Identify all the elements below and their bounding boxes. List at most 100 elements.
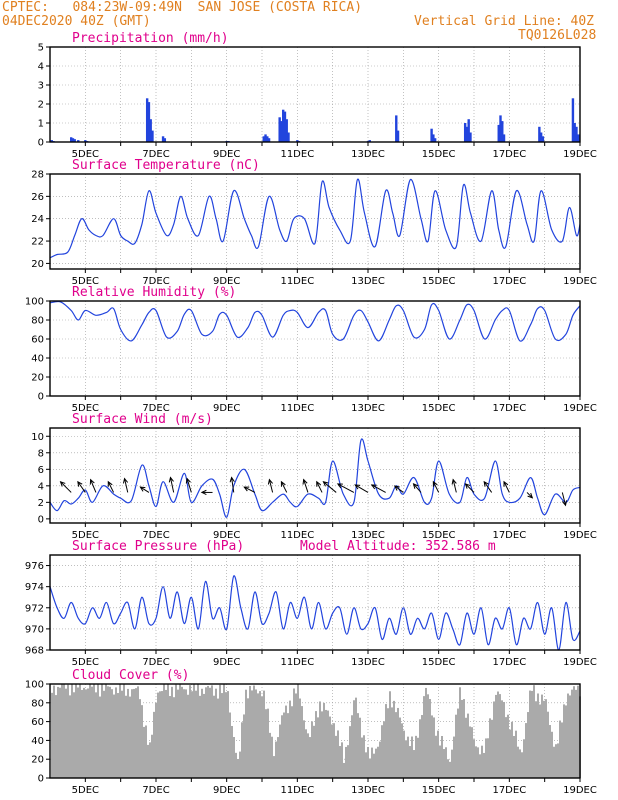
cloud-bar bbox=[247, 698, 249, 778]
cloud-bar bbox=[275, 741, 277, 778]
panel-2: Relative Humidity (%) 0 20 40 60 80 100 5DEC 7DE… bbox=[25, 285, 597, 414]
cloud-bar bbox=[87, 688, 89, 778]
wind-arrow-head bbox=[107, 480, 113, 487]
cloud-bar bbox=[405, 740, 407, 778]
bar bbox=[395, 115, 398, 142]
panel-title: Surface Pressure (hPa) bbox=[72, 539, 244, 554]
cloud-bar bbox=[85, 689, 87, 778]
panel-0: Precipitation (mm/h) 0 1 2 3 4 5 5DEC 7DEC 9DEC 11… bbox=[38, 31, 597, 160]
cloud-bar bbox=[349, 726, 351, 778]
cloud-bar bbox=[101, 684, 103, 778]
cloud-bar bbox=[215, 688, 217, 778]
cloud-bar bbox=[267, 708, 269, 778]
cloud-bar bbox=[549, 725, 551, 778]
cloud-bar bbox=[117, 693, 119, 778]
wind-arrow bbox=[316, 481, 323, 493]
cloud-bar bbox=[401, 723, 403, 778]
cloud-bar bbox=[57, 686, 59, 778]
cloud-bar bbox=[535, 701, 537, 778]
x-tick-label: 17DEC bbox=[492, 403, 526, 414]
cloud-bar bbox=[281, 715, 283, 778]
cloud-bar bbox=[541, 694, 543, 778]
wind-arrow bbox=[483, 481, 493, 493]
wind-arrow-head bbox=[503, 480, 509, 487]
cloud-bar bbox=[521, 752, 523, 778]
cloud-bar bbox=[159, 691, 161, 778]
panel-5: Cloud Cover (%) 0 20 40 60 80 100 5DEC 7DEC 9DEC 1… bbox=[25, 668, 597, 796]
bar bbox=[497, 124, 500, 142]
y-tick-label: 28 bbox=[31, 170, 44, 181]
x-tick-label: 13DEC bbox=[351, 785, 385, 796]
cloud-bar bbox=[515, 730, 517, 778]
cloud-bar bbox=[211, 685, 213, 778]
cloud-bar bbox=[491, 719, 493, 778]
cloud-bar bbox=[53, 685, 55, 778]
cloud-bar bbox=[525, 723, 527, 778]
cloud-bar bbox=[273, 756, 275, 778]
cloud-bar bbox=[487, 738, 489, 778]
wind-arrow bbox=[413, 483, 422, 493]
cloud-bar bbox=[577, 685, 579, 778]
cloud-bar bbox=[291, 706, 293, 778]
bar bbox=[70, 137, 73, 142]
y-tick-label: 4 bbox=[38, 62, 44, 73]
cloud-bar bbox=[441, 736, 443, 778]
cloud-bar bbox=[293, 688, 295, 778]
wind-arrow-head bbox=[561, 500, 568, 507]
cloud-bar bbox=[315, 711, 317, 778]
x-tick-label: 19DEC bbox=[563, 657, 597, 668]
series-line bbox=[49, 178, 581, 259]
wind-arrow-head bbox=[412, 483, 419, 489]
cloud-bar bbox=[509, 729, 511, 778]
y-tick-label: 80 bbox=[31, 316, 44, 327]
cloud-bar bbox=[481, 745, 483, 778]
cloud-bar bbox=[511, 721, 513, 778]
cloud-bar bbox=[471, 727, 473, 778]
cloud-bar bbox=[221, 693, 223, 778]
cloud-bar bbox=[503, 701, 505, 778]
cloud-bar bbox=[369, 758, 371, 778]
cloud-bar bbox=[295, 693, 297, 778]
panel-frame bbox=[49, 554, 581, 651]
wind-arrow bbox=[337, 483, 355, 493]
cloud-bar bbox=[505, 717, 507, 778]
bar bbox=[282, 109, 285, 142]
panel-annotation: Model Altitude: 352.586 m bbox=[300, 539, 496, 554]
series-line bbox=[49, 438, 581, 518]
cloud-bar bbox=[265, 709, 267, 778]
x-tick-label: 5DEC bbox=[72, 657, 99, 668]
cloud-bar bbox=[313, 725, 315, 778]
cloud-bar bbox=[289, 700, 291, 778]
cloud-bar bbox=[209, 687, 211, 778]
cloud-bar bbox=[147, 744, 149, 778]
bar bbox=[296, 140, 299, 142]
bar bbox=[266, 136, 269, 142]
cloud-bar bbox=[559, 720, 561, 778]
cloud-bar bbox=[191, 691, 193, 778]
cloud-bar bbox=[157, 692, 159, 778]
cloud-bar bbox=[107, 686, 109, 778]
panel-title: Relative Humidity (%) bbox=[72, 285, 236, 300]
cloud-bar bbox=[543, 700, 545, 778]
y-tick-label: 22 bbox=[31, 237, 44, 248]
cloud-bar bbox=[341, 742, 343, 778]
wind-arrow-head bbox=[393, 485, 400, 491]
cloud-bar bbox=[409, 746, 411, 778]
cloud-bar bbox=[285, 705, 287, 778]
cloud-bar bbox=[357, 713, 359, 778]
wind-arrow-head bbox=[59, 480, 66, 487]
cloud-bar bbox=[569, 695, 571, 778]
bar bbox=[151, 130, 154, 142]
panel-title: Surface Temperature (nC) bbox=[72, 158, 260, 173]
cloud-bar bbox=[425, 687, 427, 778]
cloud-bar bbox=[561, 722, 563, 778]
x-tick-label: 15DEC bbox=[422, 657, 456, 668]
cloud-bar bbox=[411, 736, 413, 778]
cloud-bar bbox=[479, 754, 481, 778]
cloud-bar bbox=[497, 691, 499, 778]
wind-arrow-head bbox=[354, 484, 361, 490]
wind-arrow-head bbox=[370, 484, 377, 490]
y-tick-label: 0 bbox=[38, 138, 44, 149]
cloud-bar bbox=[499, 694, 501, 778]
cloud-bar bbox=[387, 708, 389, 778]
